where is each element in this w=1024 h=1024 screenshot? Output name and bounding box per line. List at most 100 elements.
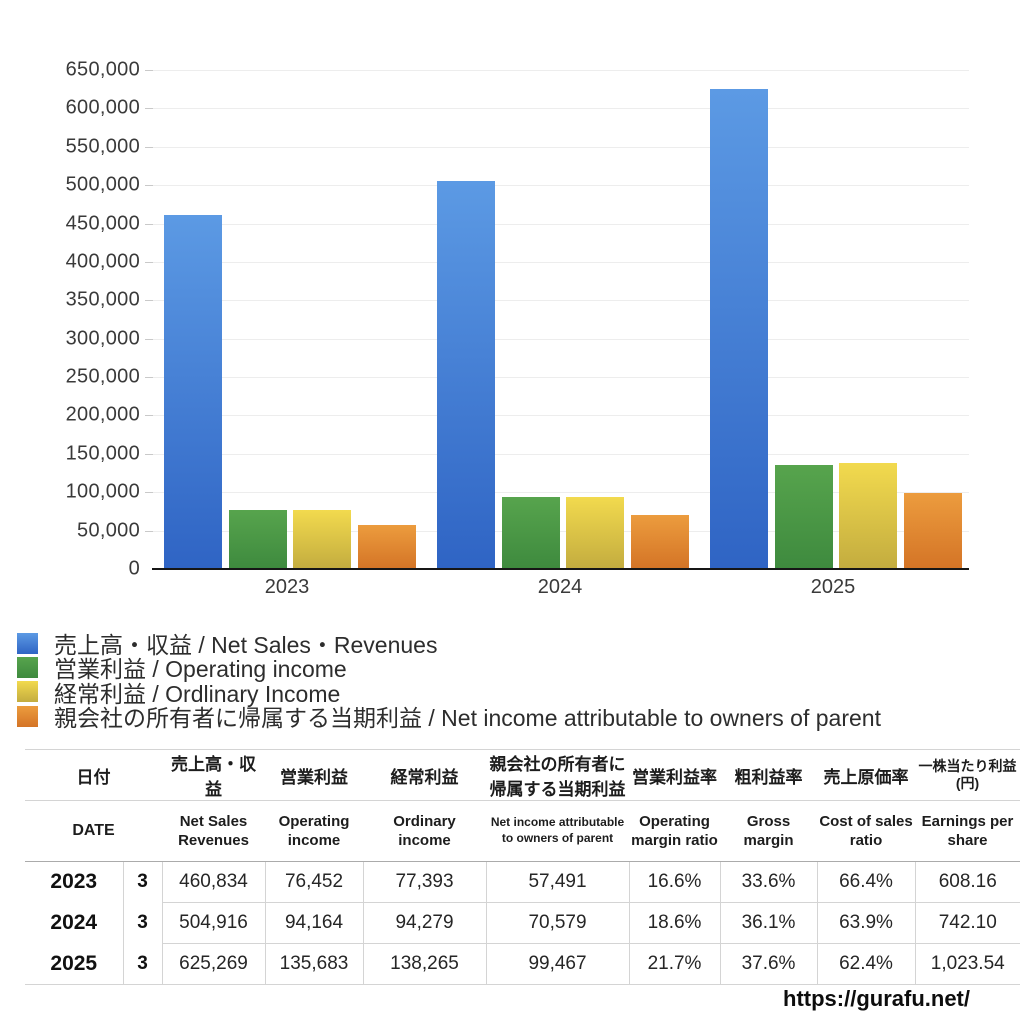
bar-2023-series3: [357, 525, 416, 569]
table-cell: 625,269: [161, 943, 265, 985]
gridline: [152, 146, 969, 148]
table-row: 2024 3 504,916 94,164 94,279 70,579 18.6% 36.1%…: [25, 902, 1020, 944]
y-axis-tick-label: 0: [128, 557, 140, 580]
table-cell: 77,393: [362, 861, 486, 903]
y-axis-tick: [145, 338, 153, 340]
table-cell: 66.4%: [816, 861, 915, 903]
gridline: [152, 338, 969, 340]
bar-2023-series0: [164, 215, 222, 569]
cell-year: 2023: [50, 870, 98, 894]
y-axis-tick-label: 500,000: [65, 173, 140, 196]
legend-label: 営業利益 / Operating income: [54, 656, 347, 683]
col-header-en: Operating margin ratio: [629, 800, 720, 862]
gridline: [152, 377, 969, 379]
y-axis-tick-label: 300,000: [65, 327, 140, 350]
gridline: [152, 492, 969, 494]
cell-year: 2024: [50, 911, 98, 934]
y-axis-tick: [145, 453, 153, 455]
col-header-jp: 売上原価率: [817, 749, 915, 801]
table-cell: 37.6%: [719, 943, 817, 985]
legend-swatch: [17, 705, 38, 727]
table-cell: 57,491: [485, 861, 629, 903]
y-axis-tick-label: 550,000: [65, 135, 140, 158]
table-cell: 70,579: [485, 902, 629, 944]
col-header-en: Gross margin: [720, 800, 817, 862]
table-row: 2023 3 460,834 76,452 77,393 57,491 16.6% 33.6%…: [25, 861, 1020, 903]
col-header-en: Cost of sales ratio: [817, 800, 915, 862]
y-axis-tick: [145, 70, 153, 71]
col-header-jp: 営業利益率: [629, 749, 720, 801]
y-axis-tick-label: 100,000: [65, 480, 140, 503]
y-axis-tick: [145, 223, 153, 225]
y-axis-tick: [145, 108, 153, 110]
table-cell: 1,023.54: [914, 943, 1020, 985]
y-axis-tick-label: 450,000: [65, 212, 140, 235]
col-header-en: Ordinary income: [363, 800, 486, 862]
cell-year: 2025: [25, 943, 123, 985]
bar-2023-series2: [293, 510, 351, 569]
table-cell: 21.7%: [628, 943, 720, 985]
col-header-en: Earnings per share: [915, 800, 1020, 862]
legend-item: 営業利益 / Operating income: [17, 655, 881, 682]
y-axis-tick-label: 200,000: [65, 403, 140, 426]
y-axis-tick-label: 150,000: [65, 442, 140, 465]
y-axis-tick-label: 400,000: [65, 250, 140, 273]
financial-table: 日付 売上高・収益 営業利益 経常利益 親会社の所有者に帰属する当期利益 営業利益率 粗利益…: [25, 749, 1020, 985]
y-axis-tick: [145, 377, 153, 379]
gridline: [152, 185, 969, 187]
legend-swatch: [17, 681, 38, 703]
col-header-en: DATE: [25, 800, 162, 862]
table-cell: 18.6%: [628, 902, 720, 944]
y-axis-tick-label: 50,000: [77, 519, 140, 542]
bar-2024-series0: [437, 181, 495, 569]
legend-item: 売上高・収益 / Net Sales・Revenues: [17, 631, 881, 658]
legend-swatch: [17, 632, 38, 654]
x-axis-line: [152, 568, 969, 570]
y-axis-tick: [145, 492, 153, 494]
col-header-jp: 日付: [25, 749, 162, 801]
bar-2025-series1: [774, 465, 833, 569]
x-axis-label: 2024: [537, 576, 583, 598]
financial-table-wrap: 日付 売上高・収益 営業利益 経常利益 親会社の所有者に帰属する当期利益 営業利益率 粗利益…: [25, 749, 1020, 985]
bar-2024-series2: [566, 497, 624, 569]
table-cell: 94,279: [362, 902, 486, 944]
legend-label: 売上高・収益 / Net Sales・Revenues: [54, 632, 438, 659]
table-row: 2025 3 625,269 135,683 138,265 99,467 21.7% 37.…: [25, 943, 1020, 985]
y-axis-tick: [145, 415, 153, 417]
bar-chart: 0 50,000 100,000 150,000 200,000 250,000 300,0…: [65, 58, 969, 598]
bar-2025-series3: [903, 493, 962, 569]
chart-legend: 売上高・収益 / Net Sales・Revenues 営業利益 / Operat…: [17, 631, 881, 731]
y-axis-tick: [145, 146, 153, 148]
table-cell: 36.1%: [719, 902, 817, 944]
table-cell: 504,916: [161, 902, 265, 944]
table-cell: 135,683: [264, 943, 363, 985]
gridline: [152, 261, 969, 263]
gridline: [152, 530, 969, 532]
gridline: [152, 108, 969, 110]
bar-2024-series3: [630, 515, 689, 569]
col-header-jp: 経常利益: [363, 749, 486, 801]
cell-month: 3: [122, 943, 162, 985]
y-axis-tick-label: 650,000: [65, 58, 140, 81]
y-axis-tick: [145, 300, 153, 302]
table-cell: 16.6%: [628, 861, 720, 903]
y-axis-tick: [145, 530, 153, 532]
gridline: [152, 453, 969, 455]
col-header-en: Net income attributable to owners of par…: [486, 800, 629, 862]
site-url: https://gurafu.net/: [783, 986, 970, 1011]
y-axis-tick-label: 250,000: [65, 365, 140, 388]
legend-item: 親会社の所有者に帰属する当期利益 / Net income attributab…: [17, 704, 881, 731]
table-cell: 99,467: [485, 943, 629, 985]
col-header-en: Operating income: [265, 800, 363, 862]
table-cell: 62.4%: [816, 943, 915, 985]
table-cell: 33.6%: [719, 861, 817, 903]
y-axis-tick-label: 350,000: [65, 288, 140, 311]
bar-2024-series1: [501, 497, 560, 569]
cell-month: 3: [122, 861, 162, 903]
col-header-en: Net Sales Revenues: [162, 800, 265, 862]
gridline: [152, 300, 969, 302]
table-cell: 742.10: [914, 902, 1020, 944]
col-header-jp: 一株当たり利益 (円): [915, 749, 1020, 801]
gridline: [152, 415, 969, 417]
